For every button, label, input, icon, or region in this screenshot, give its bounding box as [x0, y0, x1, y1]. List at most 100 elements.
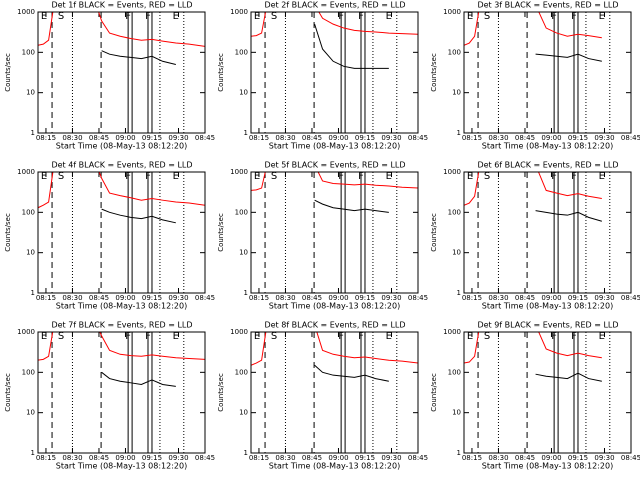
- annotation: E: [599, 11, 605, 22]
- annotation: F: [571, 171, 577, 182]
- annotation: F: [358, 171, 364, 182]
- annotation: F: [145, 171, 151, 182]
- x-axis-label: Start Time (08-May-13 08:12:20): [56, 302, 187, 311]
- x-tick-label: 08:30: [488, 294, 508, 302]
- annotation: E: [173, 11, 179, 22]
- panel: Det 9f BLACK = Events, RED = LLD Counts/s…: [430, 321, 640, 471]
- y-tick-label: 1: [31, 289, 35, 297]
- x-tick-label: 08:30: [62, 294, 82, 302]
- annotation: F: [358, 11, 364, 22]
- annotation: S: [271, 331, 277, 342]
- plot-frame: [250, 331, 419, 454]
- series-line: [38, 172, 205, 209]
- panel: Det 2f BLACK = Events, RED = LLD Counts/s…: [217, 1, 428, 151]
- plot-frame: [463, 11, 632, 134]
- panel-title: Det 3f BLACK = Events, RED = LLD: [477, 1, 618, 10]
- plot-frame: [250, 171, 419, 294]
- x-tick-label: 08:30: [488, 454, 508, 462]
- x-axis-label: Start Time (08-May-13 08:12:20): [482, 302, 613, 311]
- y-tick-label: 1000: [443, 168, 461, 176]
- x-tick-label: 09:00: [541, 454, 561, 462]
- series-line: [101, 208, 176, 224]
- y-axis-label: Counts/sec: [4, 213, 12, 252]
- panel: Det 6f BLACK = Events, RED = LLD Counts/s…: [430, 161, 640, 311]
- x-axis-label: Start Time (08-May-13 08:12:20): [482, 142, 613, 151]
- y-tick-label: 1000: [230, 328, 248, 336]
- x-tick-label: 08:15: [249, 454, 269, 462]
- series-line: [535, 372, 602, 382]
- annotation: E: [254, 171, 260, 182]
- y-tick-label: 1000: [230, 8, 248, 16]
- x-tick-label: 08:45: [515, 454, 535, 462]
- panel: Det 7f BLACK = Events, RED = LLD Counts/s…: [4, 321, 215, 471]
- annotation: S: [58, 331, 64, 342]
- panel-title: Det 9f BLACK = Events, RED = LLD: [477, 321, 618, 330]
- series-line: [464, 172, 602, 206]
- annotation: F: [551, 171, 557, 182]
- plot-frame: [37, 171, 206, 294]
- series-line: [314, 364, 389, 382]
- annotation: F: [145, 331, 151, 342]
- annotation: S: [271, 171, 277, 182]
- y-tick-label: 10: [26, 89, 35, 97]
- x-tick-label: 08:30: [275, 454, 295, 462]
- x-tick-label: 09:00: [328, 294, 348, 302]
- y-axis-label: Counts/sec: [430, 213, 438, 252]
- plot-frame: [463, 171, 632, 294]
- y-tick-label: 10: [26, 409, 35, 417]
- y-tick-label: 100: [448, 48, 461, 56]
- x-tick-label: 09:15: [568, 454, 588, 462]
- x-tick-label: 09:30: [168, 454, 188, 462]
- x-tick-label: 08:45: [515, 294, 535, 302]
- x-tick-label: 08:45: [621, 294, 640, 302]
- panel-title: Det 6f BLACK = Events, RED = LLD: [477, 161, 618, 170]
- x-tick-label: 08:45: [515, 134, 535, 142]
- annotation: F: [145, 11, 151, 22]
- y-tick-label: 100: [448, 368, 461, 376]
- y-tick-label: 100: [235, 48, 248, 56]
- x-tick-label: 09:30: [381, 134, 401, 142]
- series-line: [101, 50, 176, 65]
- x-axis-label: Start Time (08-May-13 08:12:20): [482, 462, 613, 471]
- x-axis-label: Start Time (08-May-13 08:12:20): [56, 462, 187, 471]
- x-tick-label: 09:30: [594, 134, 614, 142]
- y-tick-label: 1: [31, 129, 35, 137]
- y-tick-label: 100: [22, 368, 35, 376]
- annotation: E: [386, 11, 392, 22]
- x-tick-label: 08:45: [302, 134, 322, 142]
- x-tick-label: 08:45: [89, 454, 109, 462]
- annotation: F: [338, 171, 344, 182]
- y-tick-label: 1000: [17, 8, 35, 16]
- annotation: E: [467, 331, 473, 342]
- annotation: E: [599, 171, 605, 182]
- y-axis-label: Counts/sec: [217, 213, 225, 252]
- annotation: F: [338, 331, 344, 342]
- y-tick-label: 10: [239, 249, 248, 257]
- annotation: F: [571, 11, 577, 22]
- panel-title: Det 5f BLACK = Events, RED = LLD: [264, 161, 405, 170]
- x-tick-label: 08:15: [249, 134, 269, 142]
- y-tick-label: 100: [235, 208, 248, 216]
- x-tick-label: 08:45: [89, 134, 109, 142]
- x-tick-label: 08:30: [488, 134, 508, 142]
- annotation: F: [125, 11, 131, 22]
- series-line: [251, 12, 418, 37]
- y-tick-label: 100: [235, 368, 248, 376]
- y-axis-label: Counts/sec: [4, 53, 12, 92]
- x-tick-label: 08:15: [462, 454, 482, 462]
- y-tick-label: 1: [457, 129, 461, 137]
- y-tick-label: 1000: [17, 168, 35, 176]
- y-tick-label: 1000: [443, 328, 461, 336]
- x-tick-label: 08:45: [621, 134, 640, 142]
- annotation: F: [551, 11, 557, 22]
- y-tick-label: 1: [457, 289, 461, 297]
- y-tick-label: 1: [244, 289, 248, 297]
- x-tick-label: 08:30: [275, 134, 295, 142]
- y-tick-label: 1000: [17, 328, 35, 336]
- panel: Det 3f BLACK = Events, RED = LLD Counts/s…: [430, 1, 640, 151]
- annotation: S: [58, 11, 64, 22]
- x-axis-label: Start Time (08-May-13 08:12:20): [56, 142, 187, 151]
- x-tick-label: 08:15: [36, 134, 56, 142]
- panel-title: Det 8f BLACK = Events, RED = LLD: [264, 321, 405, 330]
